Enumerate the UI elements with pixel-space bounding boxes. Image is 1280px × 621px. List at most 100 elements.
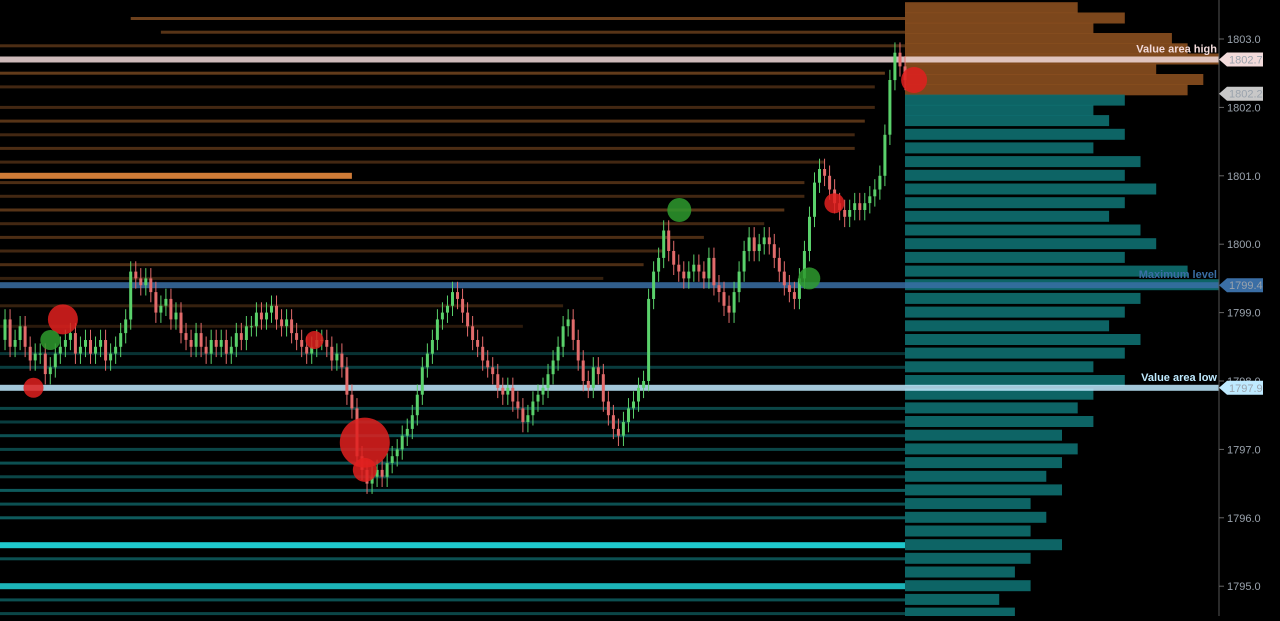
candle-body-113	[566, 319, 570, 327]
candle-body-78	[390, 456, 394, 463]
trade-bubble-8[interactable]	[824, 193, 845, 214]
profile-bar-20	[905, 238, 1157, 250]
level-line-0	[0, 56, 1219, 63]
level-line-1	[0, 282, 1219, 289]
trade-bubble-3[interactable]	[305, 331, 324, 349]
trade-bubble-2[interactable]	[40, 330, 61, 350]
profile-bar-38	[905, 484, 1062, 496]
profile-bar-1	[905, 12, 1125, 24]
candle-body-98	[491, 367, 495, 375]
candle-body-44	[219, 340, 223, 347]
candle-body-100	[501, 387, 505, 395]
profile-bar-3	[905, 33, 1172, 44]
candle-body-145	[727, 305, 731, 313]
profile-bar-34	[905, 429, 1062, 441]
candle-body-165	[828, 175, 832, 190]
candle-body-141	[707, 257, 711, 279]
profile-bar-14	[905, 156, 1141, 168]
trade-bubble-7[interactable]	[798, 267, 821, 290]
level-tag-0	[1219, 52, 1263, 67]
candle-body-67	[335, 353, 339, 361]
candle-body-171	[858, 203, 862, 210]
candle-body-20	[99, 340, 103, 347]
candle-body-83	[415, 394, 419, 416]
candle-body-158	[792, 292, 796, 299]
candle-body-111	[556, 346, 560, 361]
profile-bar-36	[905, 457, 1062, 469]
candle-body-177	[888, 80, 892, 135]
candle-body-46	[229, 346, 233, 354]
candle-body-10	[48, 367, 52, 375]
heatmap-level-35	[0, 598, 905, 602]
profile-bar-6	[905, 63, 1157, 75]
profile-bar-41	[905, 525, 1031, 537]
level-label-0: Value area high	[1136, 44, 1217, 56]
candle-body-120	[601, 374, 605, 402]
candle-body-48	[239, 333, 243, 340]
volume-profile	[905, 2, 1219, 619]
candle-body-38	[189, 340, 193, 347]
candle-body-160	[802, 251, 806, 279]
candle-body-49	[244, 326, 248, 340]
trade-bubble-6[interactable]	[667, 198, 692, 222]
candle-body-35	[174, 312, 178, 320]
heatmap-level-31	[0, 516, 905, 520]
candle-body-36	[179, 312, 183, 334]
candle-body-174	[873, 189, 877, 197]
candle-body-75	[375, 469, 379, 477]
candle-body-27	[134, 271, 138, 279]
heatmap-level-9	[0, 160, 825, 164]
candle-body-87	[435, 319, 439, 340]
price-axis[interactable]: 1803.01802.01801.01800.01799.01798.01797…	[1218, 0, 1280, 616]
candle-body-23	[114, 346, 118, 354]
level-line-2	[0, 384, 1219, 391]
level-tag-text-1: 1799.4	[1229, 280, 1263, 292]
trade-bubble-0[interactable]	[23, 377, 44, 398]
candle-body-130	[652, 271, 656, 299]
candle-body-14	[68, 333, 72, 340]
candle-body-137	[687, 271, 691, 279]
candle-body-154	[772, 244, 776, 258]
profile-bar-22	[905, 265, 1188, 277]
heatmap-level-14	[0, 222, 765, 226]
candle-body-29	[144, 278, 148, 286]
candle-body-132	[662, 230, 666, 258]
candle-body-7	[33, 353, 37, 361]
candle-body-59	[295, 333, 299, 340]
candle-body-127	[637, 387, 640, 402]
heatmap-level-30	[0, 502, 905, 506]
profile-bar-17	[905, 197, 1125, 209]
heatmap-level-34	[0, 583, 905, 590]
candle-body-116	[581, 360, 585, 381]
trade-bubble-5[interactable]	[352, 457, 377, 482]
profile-bar-28	[905, 347, 1125, 359]
candle-body-128	[642, 381, 646, 388]
profile-bar-35	[905, 443, 1078, 455]
trade-bubble-1[interactable]	[47, 304, 78, 335]
candle-body-124	[621, 422, 625, 436]
trade-bubble-4[interactable]	[339, 417, 390, 468]
profile-bar-4	[905, 43, 1188, 55]
candle-body-58	[290, 319, 294, 334]
candle-body-162	[813, 182, 816, 217]
candle-body-41	[204, 346, 208, 354]
candle-body-47	[234, 333, 238, 347]
candle-body-82	[410, 415, 414, 429]
level-label-1: Maximum level	[1139, 269, 1217, 281]
candle-body-66	[330, 346, 334, 361]
candle-body-97	[486, 360, 490, 368]
candle-body-32	[159, 305, 163, 313]
candle-body-60	[300, 340, 304, 347]
trade-bubble-9[interactable]	[901, 67, 928, 93]
profile-bar-13	[905, 142, 1094, 154]
candle-body-74	[370, 476, 374, 484]
candle-body-140	[702, 271, 706, 279]
heatmap-level-21	[0, 352, 905, 356]
candle-body-54	[270, 305, 273, 313]
profile-bar-47	[905, 607, 1015, 619]
profile-bar-37	[905, 470, 1047, 482]
candle-body-69	[345, 367, 349, 395]
candle-body-161	[808, 216, 811, 251]
